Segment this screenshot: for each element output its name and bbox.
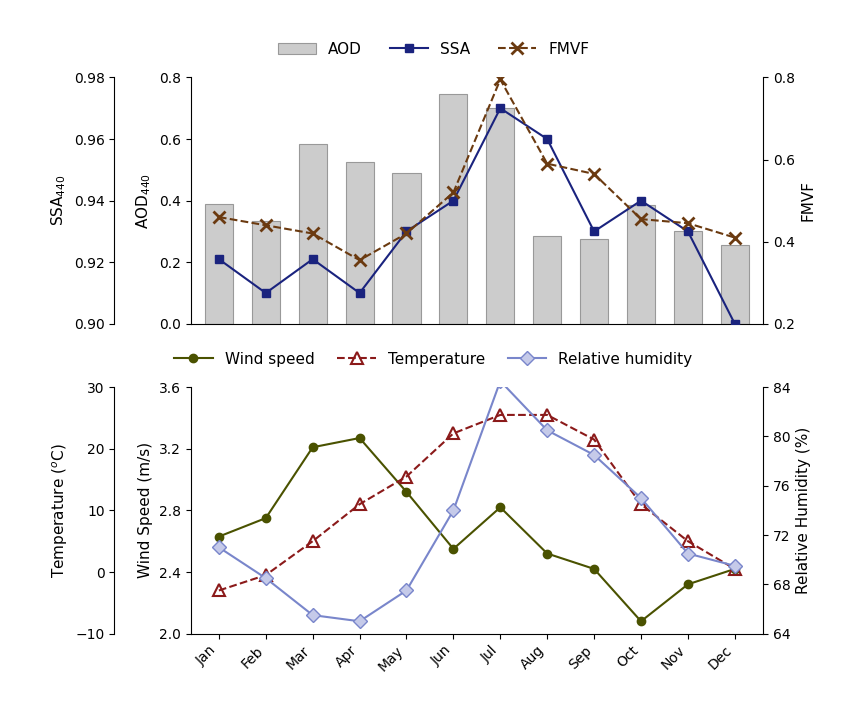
Bar bbox=[440, 94, 467, 324]
Y-axis label: FMVF: FMVF bbox=[800, 180, 815, 221]
Bar bbox=[346, 162, 374, 324]
Y-axis label: AOD$_{440}$: AOD$_{440}$ bbox=[134, 172, 153, 229]
Bar bbox=[205, 203, 233, 324]
Bar bbox=[393, 173, 420, 324]
Bar bbox=[298, 144, 327, 324]
Y-axis label: Relative Humidity (%): Relative Humidity (%) bbox=[796, 427, 811, 594]
Legend: AOD, SSA, FMVF: AOD, SSA, FMVF bbox=[271, 36, 596, 63]
Bar bbox=[251, 220, 280, 324]
Y-axis label: SSA$_{440}$: SSA$_{440}$ bbox=[49, 175, 68, 227]
Bar bbox=[580, 239, 608, 324]
Bar bbox=[674, 232, 702, 324]
Y-axis label: Wind Speed (m/s): Wind Speed (m/s) bbox=[139, 442, 153, 579]
Bar bbox=[486, 108, 514, 324]
Bar bbox=[627, 206, 655, 324]
Bar bbox=[720, 245, 749, 324]
Y-axis label: Temperature ($^o$C): Temperature ($^o$C) bbox=[50, 443, 70, 578]
Bar bbox=[533, 236, 561, 324]
Legend: Wind speed, Temperature, Relative humidity: Wind speed, Temperature, Relative humidi… bbox=[168, 346, 699, 372]
